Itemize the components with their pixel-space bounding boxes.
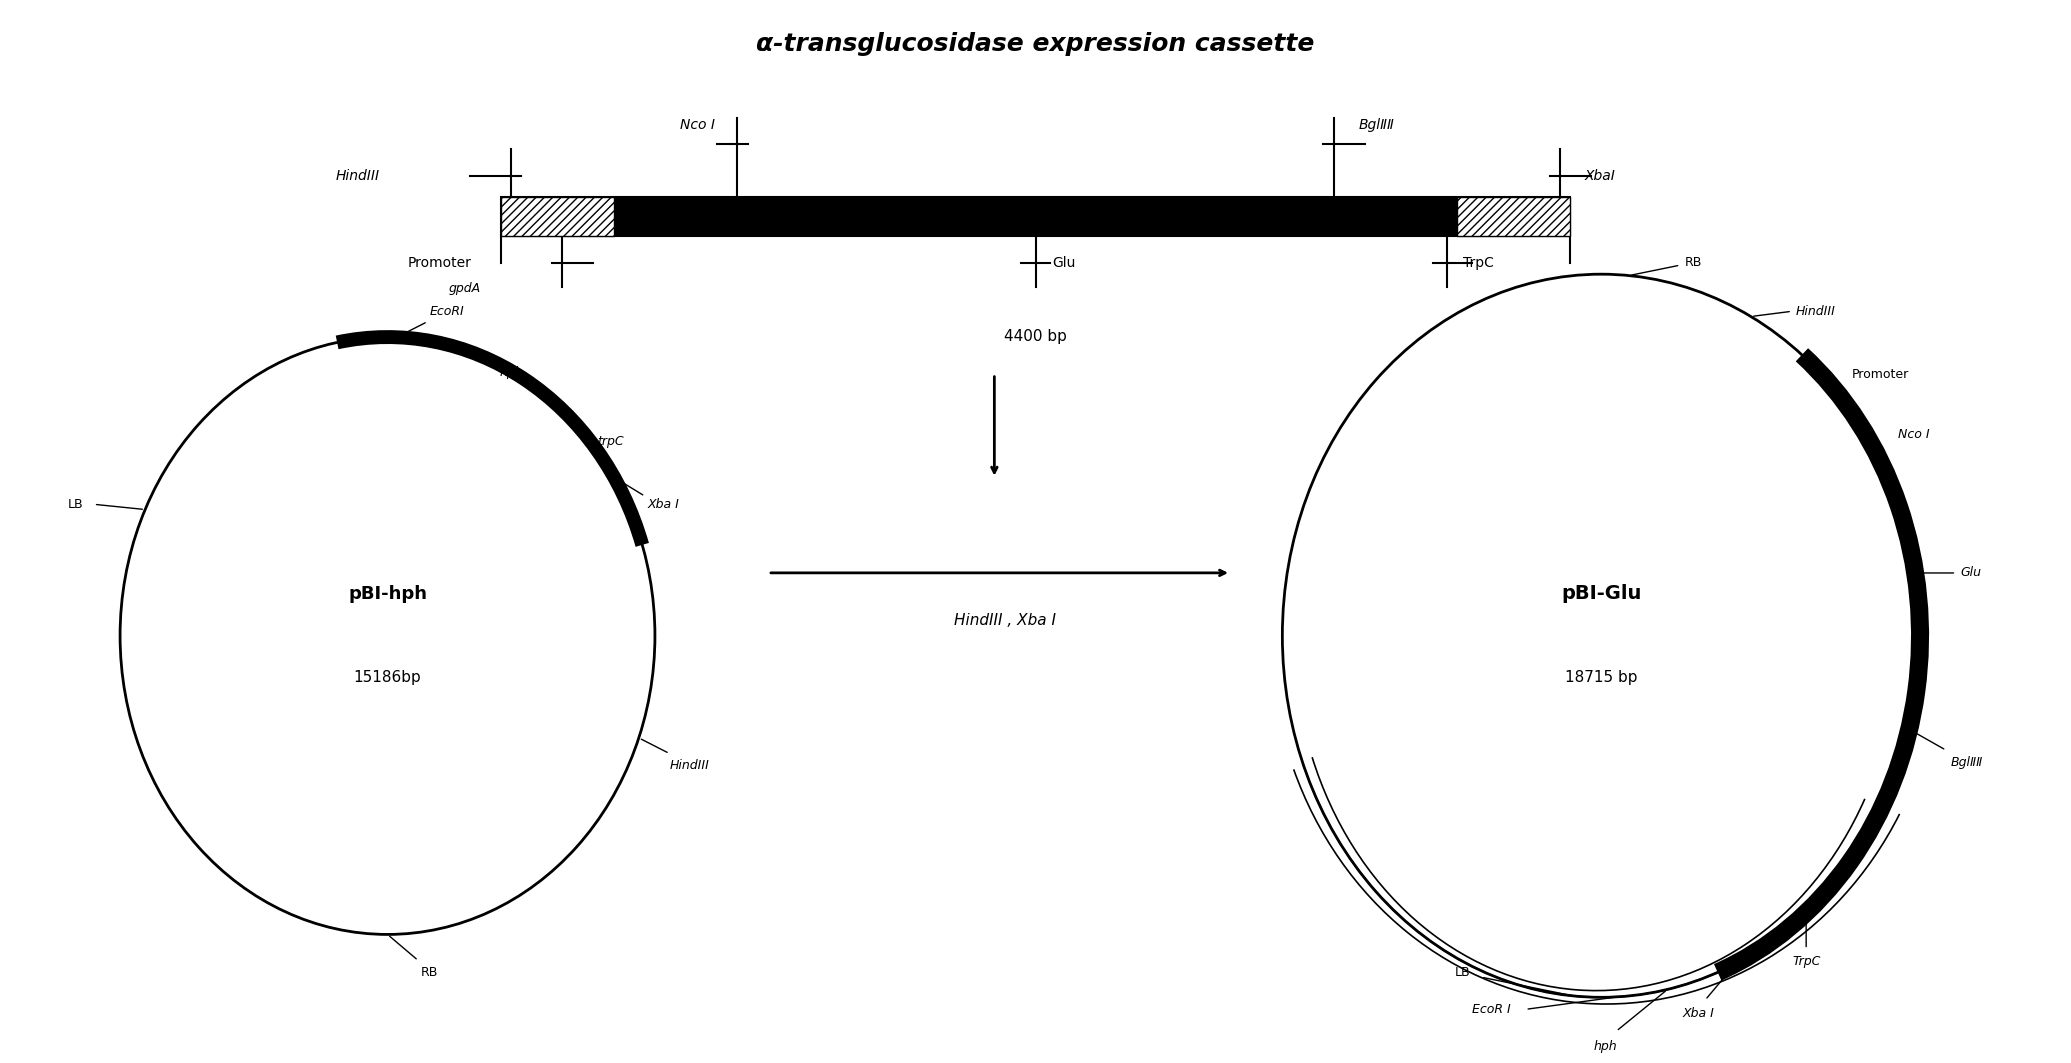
Text: 15186bp: 15186bp bbox=[354, 670, 420, 686]
Text: XbaⅠ: XbaⅠ bbox=[1584, 169, 1615, 183]
Text: RB: RB bbox=[1684, 256, 1702, 270]
Text: LB: LB bbox=[1456, 966, 1470, 979]
Text: hph: hph bbox=[499, 366, 524, 378]
FancyBboxPatch shape bbox=[501, 197, 613, 236]
Text: Xba I: Xba I bbox=[648, 499, 679, 511]
FancyBboxPatch shape bbox=[501, 197, 1570, 236]
Text: Nco I: Nco I bbox=[679, 118, 714, 133]
Text: pBI-Glu: pBI-Glu bbox=[1562, 585, 1642, 604]
Text: RB: RB bbox=[420, 966, 437, 979]
Text: Nco I: Nco I bbox=[1897, 427, 1930, 440]
Text: HindⅠⅠⅠ: HindⅠⅠⅠ bbox=[336, 169, 381, 183]
Text: trpC: trpC bbox=[596, 435, 623, 448]
Text: Promoter: Promoter bbox=[408, 256, 472, 270]
FancyBboxPatch shape bbox=[1458, 197, 1570, 236]
Text: hph: hph bbox=[1595, 1040, 1617, 1052]
Text: Xba I: Xba I bbox=[1684, 1008, 1715, 1020]
Text: α-transglucosidase expression cassette: α-transglucosidase expression cassette bbox=[756, 32, 1315, 55]
Text: LB: LB bbox=[68, 497, 83, 511]
Text: BglⅡⅡ: BglⅡⅡ bbox=[1951, 756, 1982, 769]
Text: HindⅠⅠⅠ: HindⅠⅠⅠ bbox=[1796, 305, 1837, 318]
Text: gpdA: gpdA bbox=[447, 283, 480, 296]
Text: 18715 bp: 18715 bp bbox=[1566, 670, 1638, 686]
Text: Promoter: Promoter bbox=[1851, 368, 1909, 381]
Text: EcoRI: EcoRI bbox=[431, 305, 464, 319]
Text: pBI-hph: pBI-hph bbox=[348, 585, 427, 603]
Text: HindⅠⅠⅠ , Xba I: HindⅠⅠⅠ , Xba I bbox=[953, 612, 1056, 627]
Text: Glu: Glu bbox=[1052, 256, 1075, 270]
Text: Glu: Glu bbox=[1961, 567, 1982, 579]
Text: HindⅠⅠⅠ: HindⅠⅠⅠ bbox=[669, 759, 710, 772]
Text: TrpC: TrpC bbox=[1464, 256, 1495, 270]
Text: TrpC: TrpC bbox=[1791, 955, 1820, 967]
Text: 4400 bp: 4400 bp bbox=[1004, 328, 1067, 343]
Text: BglⅡⅡ: BglⅡⅡ bbox=[1359, 118, 1394, 133]
Text: EcoR I: EcoR I bbox=[1472, 1002, 1512, 1016]
